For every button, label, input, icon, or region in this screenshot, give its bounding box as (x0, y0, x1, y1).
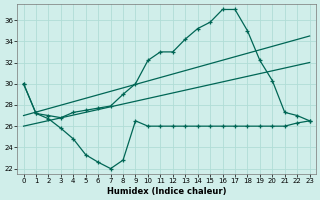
X-axis label: Humidex (Indice chaleur): Humidex (Indice chaleur) (107, 187, 226, 196)
